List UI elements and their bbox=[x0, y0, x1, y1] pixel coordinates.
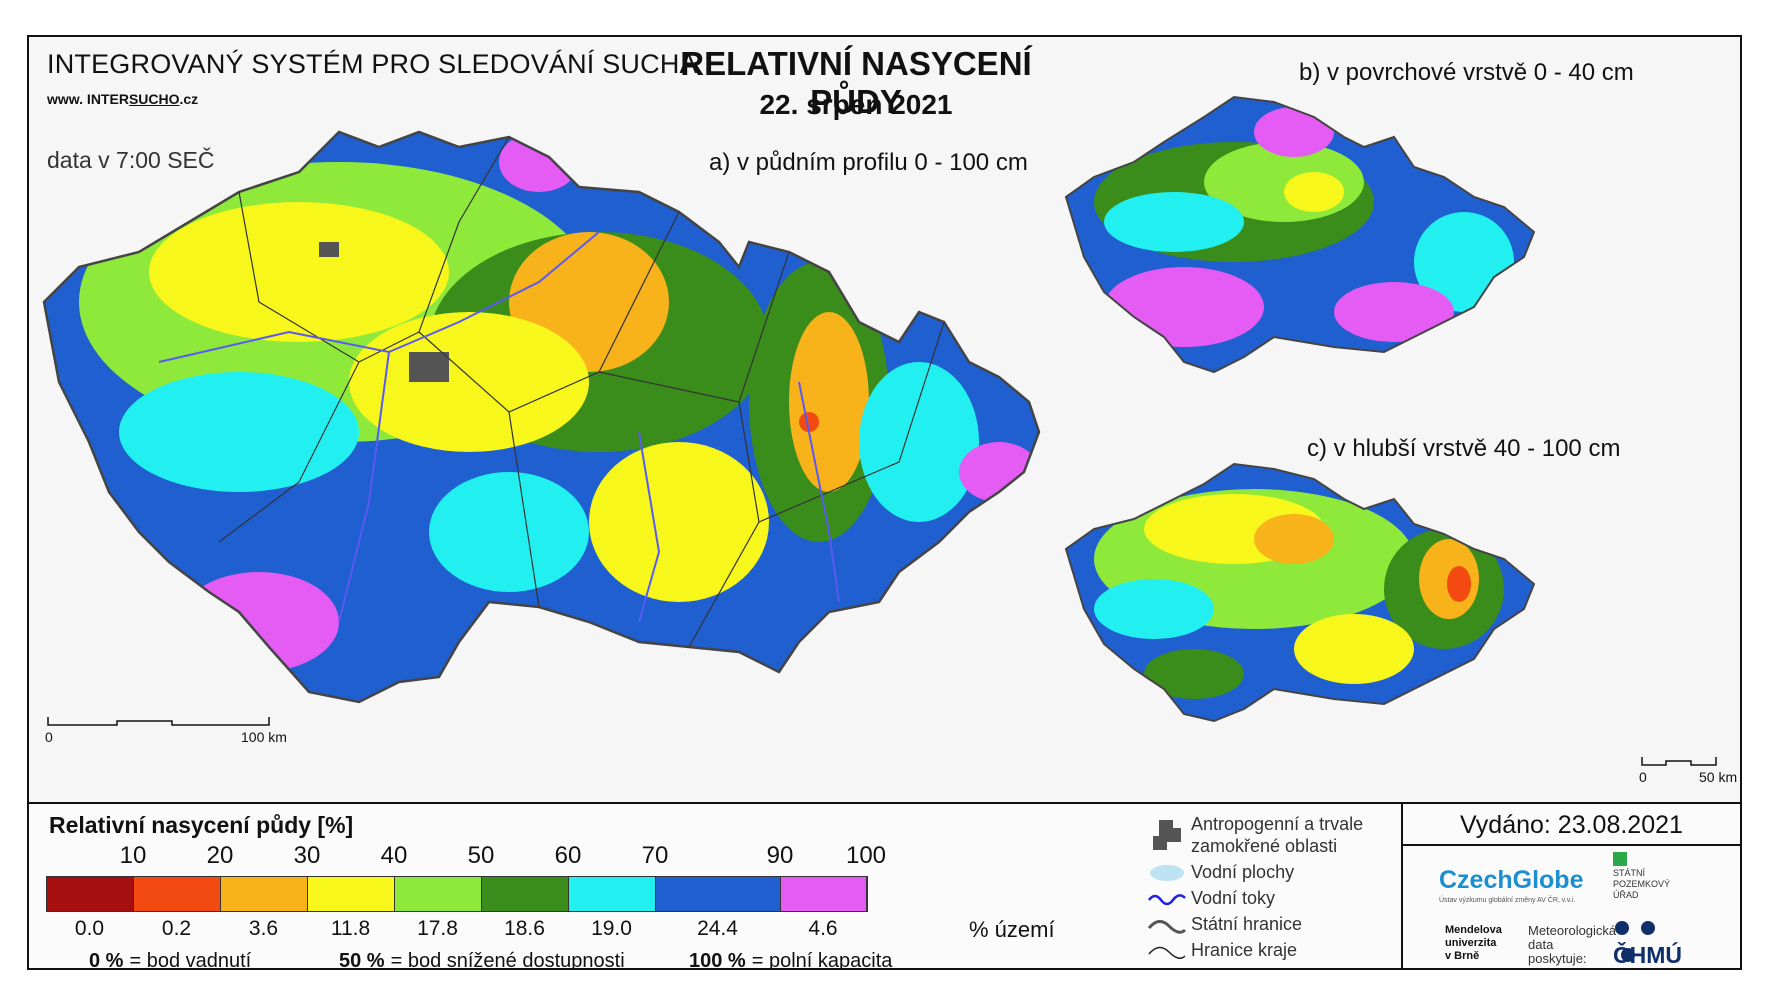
legend-area-value: 4.6 bbox=[808, 917, 838, 940]
scalebar-main bbox=[47, 717, 270, 726]
scalebar-main-start: 0 bbox=[45, 729, 53, 745]
map-a-soil-profile bbox=[42, 130, 1041, 704]
legend-threshold: 20 bbox=[206, 842, 234, 869]
map-area: INTEGROVANÝ SYSTÉM PRO SLEDOVÁNÍ SUCHA w… bbox=[29, 37, 1740, 802]
map-frame: INTEGROVANÝ SYSTÉM PRO SLEDOVÁNÍ SUCHA w… bbox=[27, 35, 1742, 970]
legend-colorbar bbox=[46, 876, 868, 912]
legend-area-unit: % území bbox=[969, 917, 1055, 942]
scalebar-small-end: 50 km bbox=[1699, 769, 1738, 785]
region-border-icon bbox=[1148, 946, 1186, 959]
system-title: INTEGROVANÝ SYSTÉM PRO SLEDOVÁNÍ SUCHA bbox=[47, 49, 698, 79]
legend-title: Relativní nasycení půdy [%] bbox=[49, 812, 354, 838]
map-b-label: b) v povrchové vrstvě 0 - 40 cm bbox=[1299, 59, 1634, 86]
spu-logo: STÁTNÍ POZEMKOVÝ ÚŘAD bbox=[1613, 852, 1670, 901]
map-b-surface-layer bbox=[1064, 95, 1536, 374]
legend-threshold: 10 bbox=[119, 842, 147, 869]
anthropogenic-area-icon bbox=[1153, 820, 1181, 850]
website-link[interactable]: www. INTERSUCHO.cz bbox=[47, 91, 199, 107]
mendel-logo: Mendelova univerzita v Brně bbox=[1445, 924, 1502, 962]
map-c-deep-layer bbox=[1064, 462, 1536, 723]
chmu-symbol-icon bbox=[1615, 914, 1671, 962]
legend-area-value: 11.8 bbox=[330, 917, 371, 940]
definition-reduced: 50 % = bod snížené dostupnosti bbox=[339, 950, 625, 970]
definition-wilting: 0 % = bod vadnutí bbox=[89, 950, 252, 970]
definition-capacity: 100 % = polní kapacita bbox=[689, 950, 893, 970]
river-icon bbox=[1148, 894, 1186, 906]
legend-class-swatch bbox=[482, 877, 569, 911]
legend-class-swatch bbox=[395, 877, 482, 911]
page-title: RELATIVNÍ NASYCENÍ PŮDY bbox=[680, 45, 1032, 120]
symbol-state-border: Státní hranice bbox=[1191, 914, 1303, 934]
map-a-label: a) v půdním profilu 0 - 100 cm bbox=[709, 149, 1028, 176]
issued-date: Vydáno: 23.08.2021 bbox=[1401, 804, 1740, 846]
legend-threshold: 30 bbox=[293, 842, 321, 869]
legend-class-swatch bbox=[47, 877, 134, 911]
water-body-icon bbox=[1150, 865, 1184, 881]
legend-class-swatch bbox=[308, 877, 395, 911]
symbol-anthropogenic-2: zamokřené oblasti bbox=[1191, 836, 1338, 856]
state-border-icon bbox=[1147, 920, 1187, 934]
legend-area-value: 17.8 bbox=[417, 917, 458, 940]
legend-class-swatch bbox=[781, 877, 867, 911]
legend-class-swatch bbox=[569, 877, 656, 911]
legend-threshold: 90 bbox=[766, 842, 794, 869]
chmu-logo: ČHMÚ bbox=[1613, 921, 1682, 968]
legend-area-value: 3.6 bbox=[248, 917, 279, 940]
legend-area-value: 18.6 bbox=[504, 917, 545, 940]
symbol-rivers: Vodní toky bbox=[1191, 888, 1276, 908]
legend-threshold: 50 bbox=[467, 842, 495, 869]
legend-threshold: 40 bbox=[380, 842, 408, 869]
legend-threshold: 60 bbox=[554, 842, 582, 869]
legend-class-swatch bbox=[134, 877, 221, 911]
map-date: 22. srpen 2021 bbox=[759, 89, 953, 120]
legend-area-value: 19.0 bbox=[591, 917, 632, 940]
legend-class-swatch bbox=[656, 877, 781, 911]
legend-area-value: 0.2 bbox=[161, 917, 192, 940]
data-time: data v 7:00 SEČ bbox=[47, 147, 215, 173]
symbol-anthropogenic: Antropogenní a trvale bbox=[1191, 814, 1364, 834]
scalebar-main-end: 100 km bbox=[241, 729, 287, 745]
meteo-data-note: Meteorologická data poskytuje: bbox=[1528, 923, 1617, 966]
logos-panel: CzechGlobe Ústav výzkumu globální změny A… bbox=[1401, 844, 1740, 968]
legend-panel: Relativní nasycení půdy [%] 10 20 30 40 50 60… bbox=[29, 802, 1740, 970]
symbol-region-border: Hranice kraje bbox=[1191, 940, 1298, 960]
legend-area-value: 24.4 bbox=[697, 917, 738, 940]
legend-area-value: 0.0 bbox=[74, 917, 105, 940]
legend-threshold: 100 bbox=[845, 842, 887, 869]
scalebar-small-start: 0 bbox=[1639, 769, 1647, 785]
symbol-water-bodies: Vodní plochy bbox=[1191, 862, 1295, 882]
scalebar-small bbox=[1641, 757, 1717, 766]
legend-class-swatch bbox=[221, 877, 308, 911]
czechglobe-logo: CzechGlobe Ústav výzkumu globální změny A… bbox=[1439, 866, 1584, 904]
legend-threshold: 70 bbox=[641, 842, 669, 869]
map-c-label: c) v hlubší vrstvě 40 - 100 cm bbox=[1307, 435, 1621, 462]
